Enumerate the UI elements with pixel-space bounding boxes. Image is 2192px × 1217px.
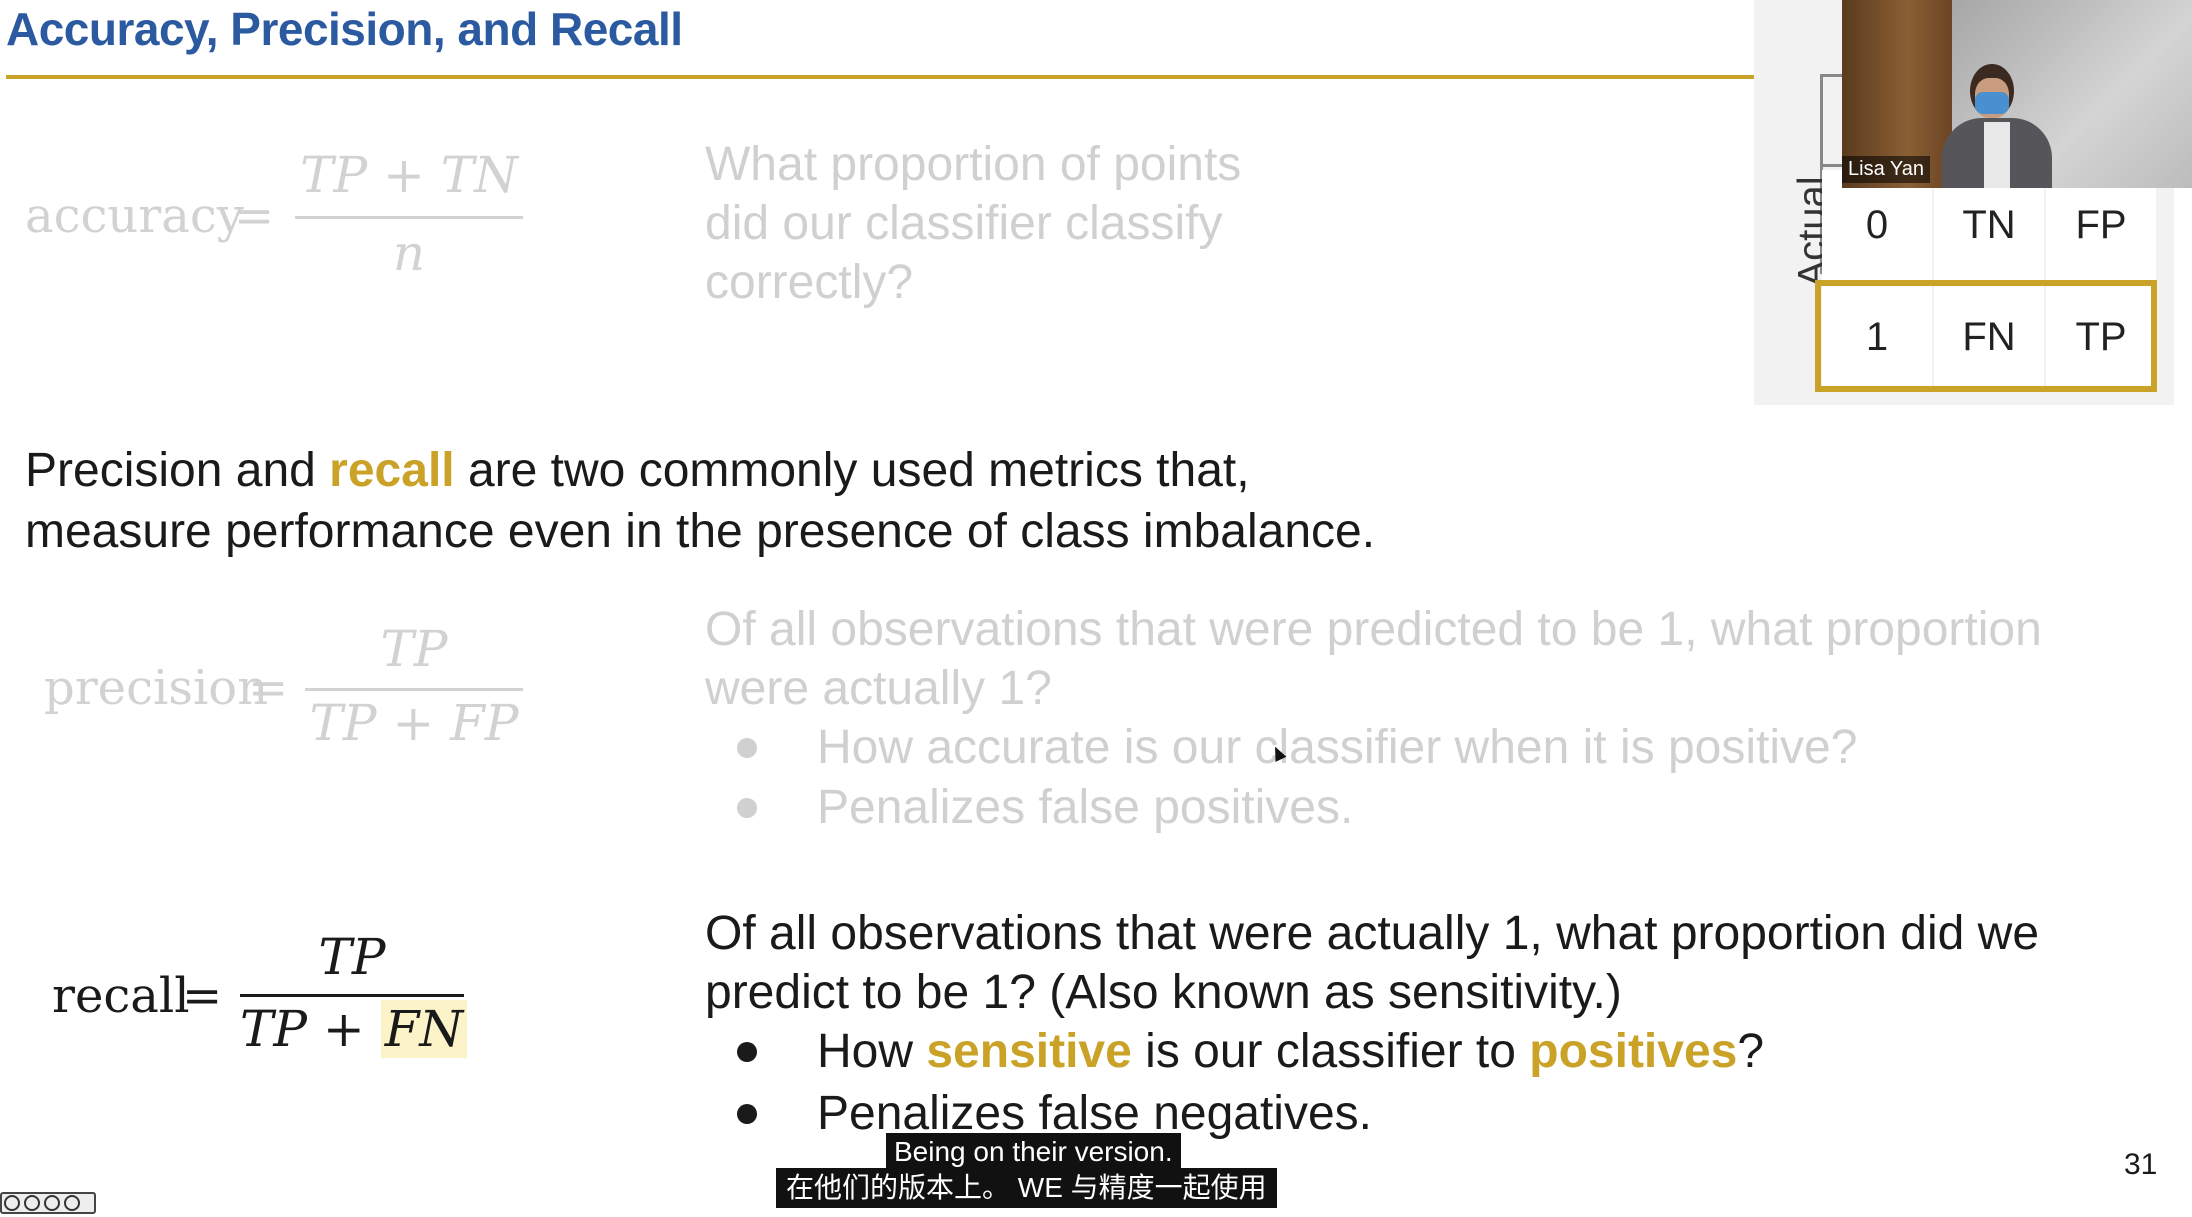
bullet-text: Penalizes false negatives. [817,1087,1372,1140]
matrix-bracket [1820,164,1844,167]
matrix-cell-tp: TP [2046,282,2156,392]
precision-question-line: Of all observations that were predicted … [705,603,2042,656]
recall-denominator: TP + FN [240,1000,468,1058]
recall-denominator-fn: FN [380,1000,468,1058]
intro-recall-highlight: recall [329,444,455,497]
bullet-dot [737,798,757,818]
precision-question-line: were actually 1? [705,662,1052,715]
accuracy-question: What proportion of points did our classi… [705,135,1241,312]
intro-line-1: Precision and recall are two commonly us… [25,440,1375,501]
title-underline [6,75,1754,79]
intro-line-2: measure performance even in the presence… [25,505,1376,558]
recall-name: recall [52,968,190,1024]
precision-equals: = [248,660,289,716]
precision-name: precision [44,660,269,716]
bullet-text: How sensitive is our classifier to posit… [817,1024,1764,1079]
precision-question: Of all observations that were predicted … [705,600,2042,718]
matrix-bracket [1820,74,1844,77]
bullet-dot [737,1042,757,1062]
recall-question-line: predict to be 1? (Also known as sensitiv… [705,966,1622,1019]
precision-numerator: TP [380,620,448,678]
accuracy-fraction-bar [295,216,523,219]
webcam-person-mask [1975,92,2009,114]
page-number: 31 [2124,1148,2158,1181]
recall-question-line: Of all observations that were actually 1… [705,907,2040,960]
accuracy-question-line: correctly? [705,256,914,309]
subtitle-english: Being on their version. [886,1133,1181,1171]
slide-title: Accuracy, Precision, and Recall [6,3,683,55]
recall-fraction-bar [240,994,464,997]
matrix-row-label: 0 [1822,170,1932,280]
creative-commons-icon [0,1192,96,1214]
accuracy-question-line: did our classifier classify [705,197,1223,250]
webcam-name-label: Lisa Yan [1842,156,1930,183]
recall-question: Of all observations that were actually 1… [705,904,2039,1022]
bullet-pre: How [817,1025,927,1078]
matrix-row-label: 1 [1822,282,1932,392]
intro-text: Precision and recall are two commonly us… [25,440,1375,562]
bullet-post: ? [1737,1025,1765,1078]
accuracy-numerator: TP + TN [300,146,518,204]
intro-part1: Precision and [25,444,330,497]
actual-1-highlight-box [1815,280,2157,392]
intro-part2: are two commonly used metrics that, [454,444,1250,497]
bullet-text: How accurate is our classifier when it i… [817,721,1858,774]
recall-denominator-a: TP + [240,1000,381,1058]
webcam-person-shirt [1984,122,2010,188]
accuracy-question-line: What proportion of points [705,138,1242,191]
matrix-bracket [1820,74,1823,274]
bullet-text: Penalizes false positives. [817,781,1354,834]
webcam-video[interactable]: Lisa Yan [1842,0,2192,188]
matrix-cell-fn: FN [1934,282,2044,392]
bullet-dot [737,1104,757,1124]
positives-highlight: positives [1529,1025,1738,1078]
bullet-dot [737,738,757,758]
bullet-mid: is our classifier to [1131,1025,1530,1078]
recall-equals: = [182,968,223,1024]
precision-fraction-bar [305,688,523,691]
precision-denominator: TP + FP [309,694,519,752]
subtitle-chinese: 在他们的版本上。 WE 与精度一起使用 [776,1168,1277,1208]
matrix-cell-fp: FP [2046,170,2156,280]
matrix-cell-tn: TN [1934,170,2044,280]
recall-numerator: TP [318,928,386,986]
accuracy-equals: = [234,188,275,244]
accuracy-denominator: n [392,224,426,282]
sensitive-highlight: sensitive [926,1025,1132,1078]
accuracy-name: accuracy [25,188,244,244]
